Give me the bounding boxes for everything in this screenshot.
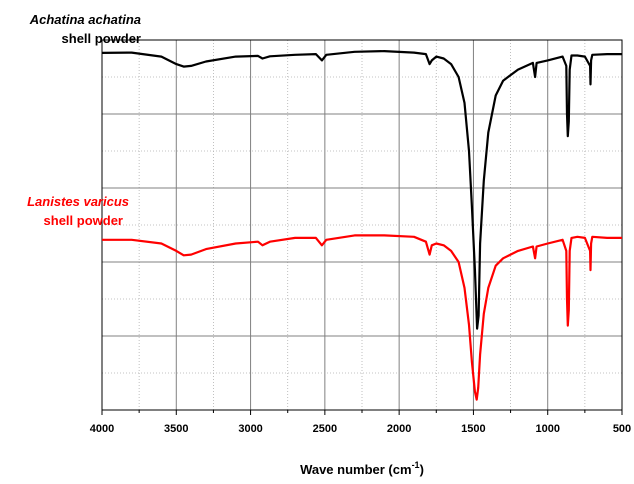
x-tick-label: 2000 xyxy=(387,423,411,435)
series-label-achatina: Achatina achatina xyxy=(29,12,141,27)
series-line-lanistes xyxy=(102,234,622,401)
series-label-lanistes-species: Lanistes varicus xyxy=(27,194,129,209)
series-label-lanistes-line2: shell powder xyxy=(44,213,123,228)
series-label-lanistes: Lanistes varicus xyxy=(27,194,129,209)
series-label-achatina-species: Achatina achatina xyxy=(29,12,141,27)
x-tick-label: 3000 xyxy=(238,423,262,435)
x-tick-label: 1500 xyxy=(461,423,485,435)
x-tick-label: 4000 xyxy=(90,423,114,435)
series-label-achatina-line2: shell powder xyxy=(62,31,141,46)
x-axis-title-main: Wave number (cm xyxy=(300,462,412,477)
x-axis: 4000 3500 3000 2500 2000 1500 1000 500 xyxy=(90,410,631,435)
x-tick-label: 3500 xyxy=(164,423,188,435)
series-line-achatina xyxy=(101,50,622,330)
x-tick-label: 2500 xyxy=(313,423,337,435)
x-tick-label: 1000 xyxy=(535,423,559,435)
x-axis-title: Wave number (cm-1) xyxy=(300,460,424,477)
grid xyxy=(102,40,622,410)
x-axis-title-close: ) xyxy=(420,462,424,477)
x-tick-label: 500 xyxy=(613,423,631,435)
x-axis-title-sup: -1 xyxy=(412,460,420,470)
series-lines xyxy=(101,50,622,401)
